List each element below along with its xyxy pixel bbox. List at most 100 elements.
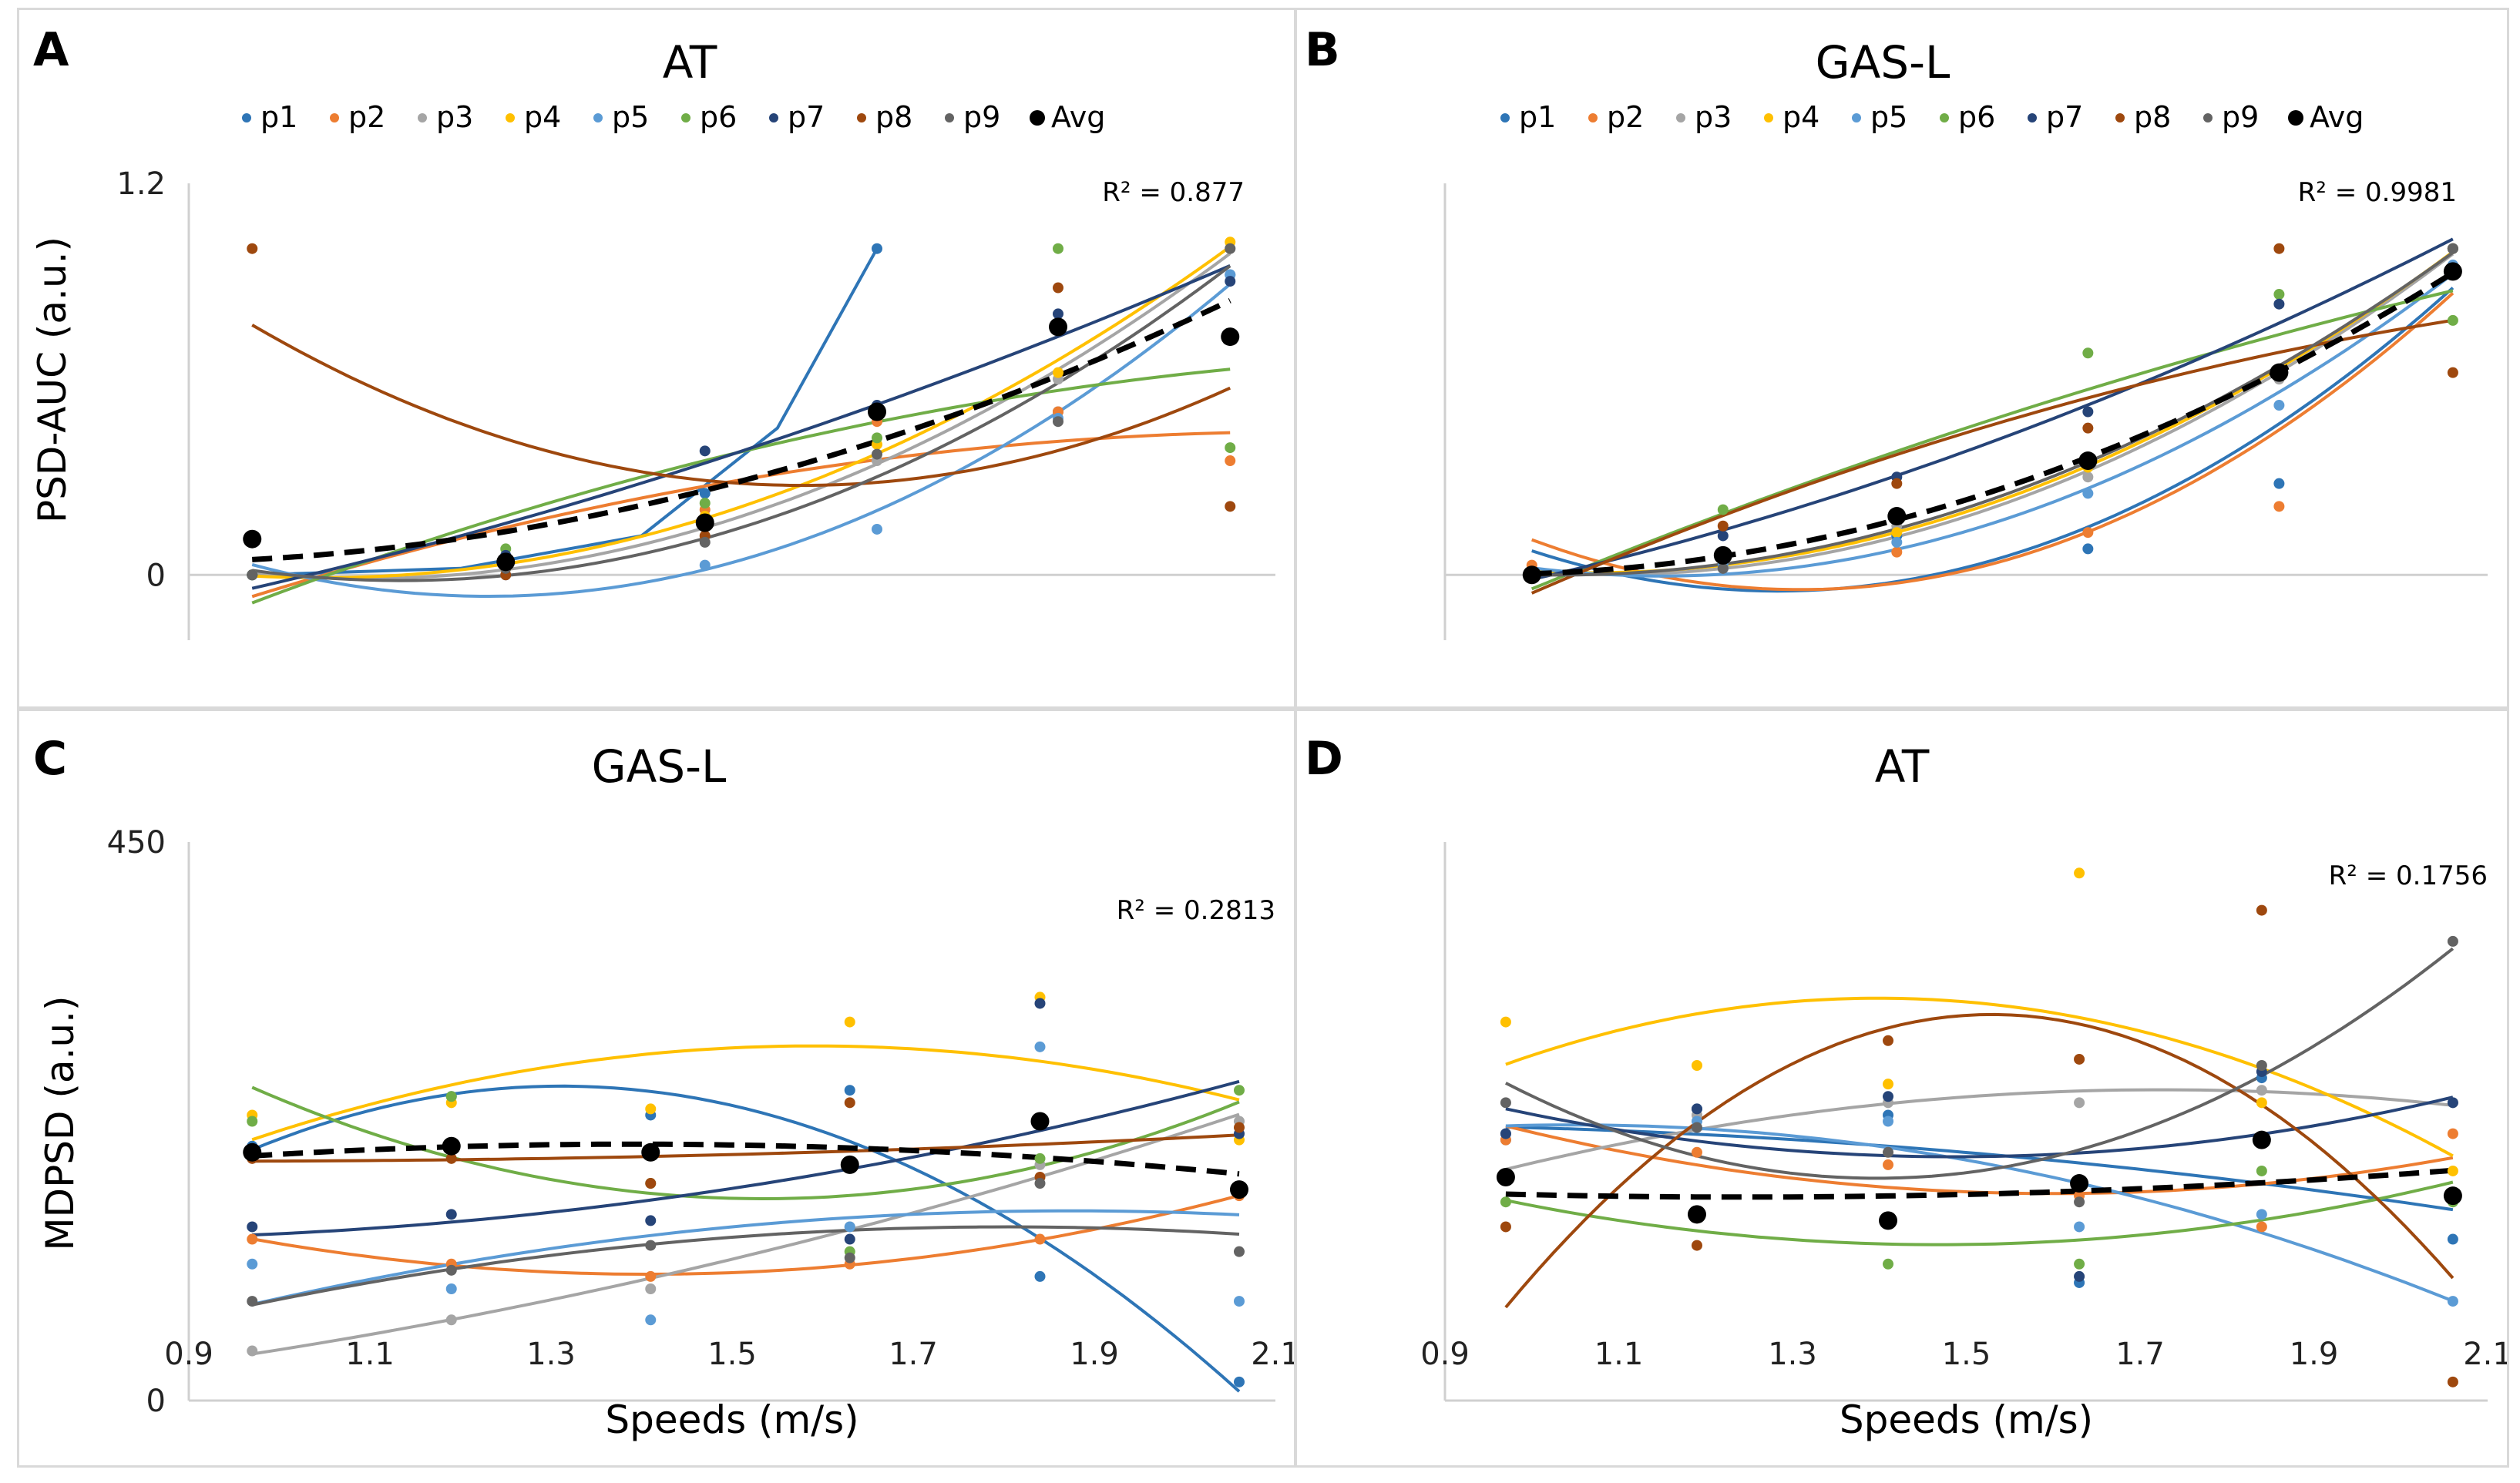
panel-d: D AT 0.9 1.1 1.3 1.5 1.7 1.9 2.1 Speeds (m/s) R² =…: [1295, 709, 2509, 1468]
chart-title: GAS-L: [592, 740, 727, 793]
point-p6: [1225, 442, 1236, 454]
point-p3: [2082, 471, 2094, 483]
point-p5: [2074, 1221, 2085, 1233]
point-p6: [1034, 1153, 1046, 1164]
point-p1: [699, 488, 711, 499]
trendline-p3: [252, 252, 1231, 581]
point-p6: [2273, 289, 2285, 300]
legend-marker: [1500, 113, 1510, 122]
point-p3: [645, 1283, 657, 1294]
legend-marker: [769, 113, 778, 122]
point-p8: [1500, 1221, 1511, 1233]
x-tick-label: 1.7: [2115, 1337, 2165, 1372]
point-Avg: [2252, 1130, 2271, 1149]
trendline-p2: [1531, 292, 2454, 592]
point-p9: [872, 448, 882, 460]
point-p2: [2447, 1128, 2458, 1139]
legend-marker: [1764, 113, 1773, 122]
trendline-p6: [1530, 289, 2454, 591]
legend-label: p4: [1782, 100, 1819, 134]
point-p4: [1500, 1016, 1511, 1028]
legend-marker: [681, 113, 690, 122]
plot-area: [251, 1044, 1241, 1393]
point-p8: [1234, 1122, 1245, 1133]
point-p6: [872, 432, 882, 444]
legend-label: p6: [700, 100, 737, 134]
r-squared-label: R² = 0.877: [1102, 177, 1245, 208]
point-p8: [1883, 1035, 1894, 1046]
point-p7: [2273, 298, 2285, 310]
panel-a: A AT 0 1.2 PSD-AUC (a.u.) R² = 0.877 p1 p2 p3 p4 p…: [17, 8, 1296, 709]
legend-label: p7: [2046, 100, 2083, 134]
point-p4: [1891, 527, 1903, 539]
point-p5: [2447, 1296, 2458, 1307]
point-p6: [1500, 1196, 1511, 1208]
panel-letter: D: [1305, 732, 1343, 786]
trendline-p7: [1531, 237, 2454, 582]
point-p5: [2082, 488, 2094, 499]
trendline-p4: [1505, 996, 2454, 1158]
point-Avg: [2443, 262, 2462, 281]
point-p7: [2447, 1097, 2458, 1109]
legend-label: p8: [2134, 100, 2171, 134]
x-tick-label: 1.5: [707, 1337, 757, 1372]
legend-label: p6: [1958, 100, 1995, 134]
point-Avg: [2270, 363, 2289, 382]
point-p5: [699, 559, 711, 571]
point-Avg: [1496, 1168, 1515, 1186]
trendline-Avg: [251, 1141, 1240, 1177]
point-p6: [247, 1116, 258, 1127]
trendline-p9: [1505, 947, 2454, 1180]
legend-marker: [945, 113, 954, 122]
point-p7: [1034, 998, 1046, 1009]
point-p4: [2256, 1097, 2267, 1109]
legend-marker: [330, 113, 339, 122]
r-squared-label: R² = 0.1756: [2329, 861, 2488, 891]
point-p9: [1500, 1097, 1511, 1109]
point-p9: [1691, 1122, 1702, 1133]
point-p5: [844, 1221, 855, 1233]
point-p6: [2256, 1165, 2267, 1176]
chart-d: D AT 0.9 1.1 1.3 1.5 1.7 1.9 2.1 Speeds (m/s) R² =…: [1305, 732, 2507, 1442]
point-p4: [2447, 1165, 2458, 1176]
point-p2: [1883, 1159, 1894, 1170]
y-tick-label: 0: [146, 558, 166, 593]
x-tick-label: 1.9: [1070, 1337, 1119, 1372]
x-tick-label: 1.1: [1594, 1337, 1644, 1372]
x-tick-label: 1.1: [345, 1337, 395, 1372]
point-p5: [1034, 1041, 1046, 1052]
point-p3: [445, 1314, 457, 1326]
point-p4: [1691, 1060, 1702, 1071]
trendline-p9: [251, 264, 1231, 582]
point-p4: [1053, 367, 1063, 378]
legend-label: Avg: [2310, 100, 2364, 134]
trendline-p5: [251, 283, 1231, 599]
plot-area: [1504, 947, 2454, 1309]
x-tick-label: 0.9: [1420, 1337, 1470, 1372]
point-p1: [2447, 1233, 2458, 1245]
point-Avg: [1713, 545, 1732, 565]
point-p5: [247, 1258, 258, 1270]
point-p8: [1891, 478, 1903, 489]
point-p8: [445, 1153, 457, 1164]
point-p2: [2256, 1221, 2267, 1233]
x-tick-label: 1.3: [526, 1337, 576, 1372]
trendline-Avg: [1505, 1167, 2454, 1200]
point-p6: [699, 498, 711, 509]
chart-a: A AT 0 1.2 PSD-AUC (a.u.) R² = 0.877 p1 p2 p3 p4 p…: [30, 23, 1275, 640]
point-p2: [645, 1270, 657, 1282]
trendline-p8: [252, 1133, 1240, 1163]
trendline-Avg: [251, 298, 1231, 562]
trendline-p7: [252, 1079, 1240, 1236]
point-p3: [2256, 1085, 2267, 1096]
point-p7: [1691, 1103, 1702, 1115]
x-axis-label: Speeds (m/s): [1840, 1397, 2093, 1442]
point-Avg: [1049, 317, 1067, 337]
point-p2: [1891, 546, 1903, 558]
legend-marker: [2288, 110, 2303, 126]
point-p5: [2273, 400, 2285, 411]
y-tick-label: 450: [107, 825, 166, 861]
r-squared-label: R² = 0.2813: [1117, 895, 1275, 926]
point-p6: [1717, 504, 1729, 515]
point-p9: [247, 569, 258, 581]
